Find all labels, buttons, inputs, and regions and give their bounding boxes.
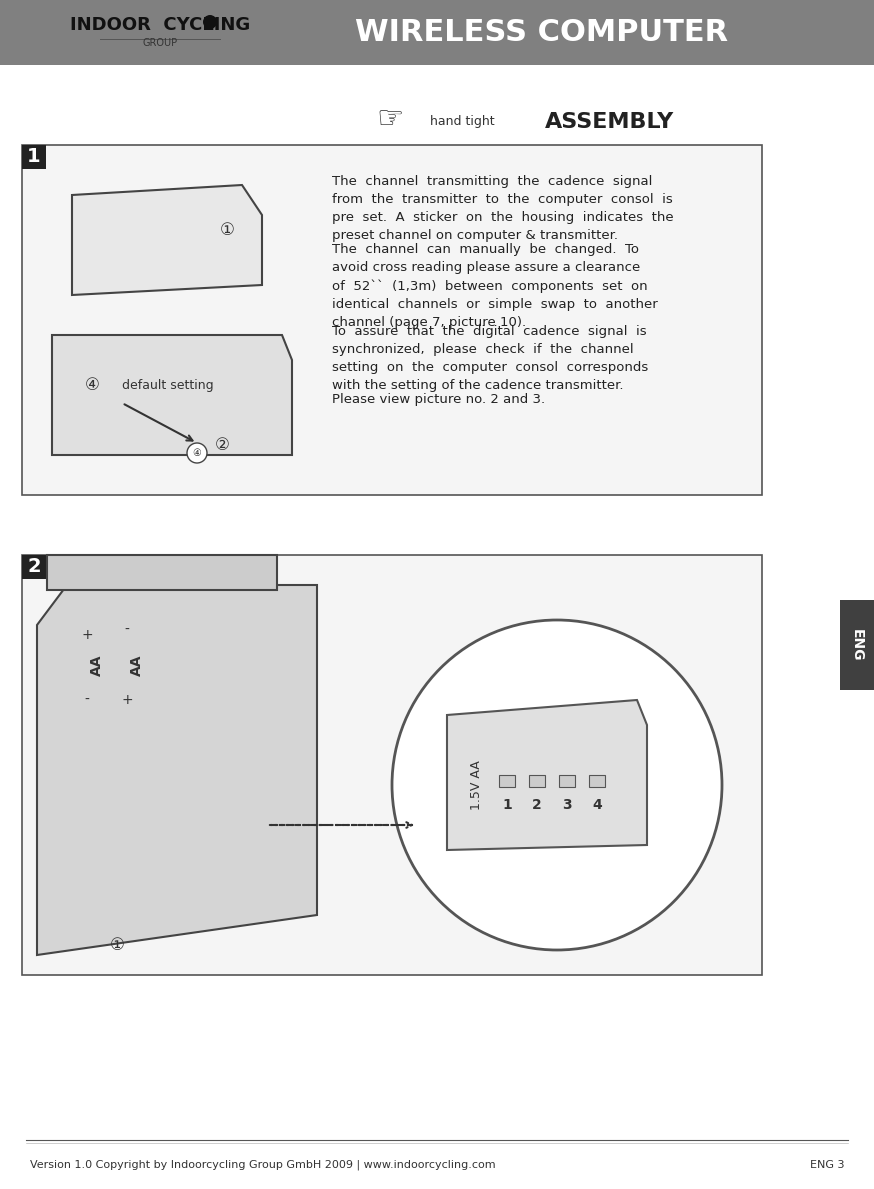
Text: WIRELESS COMPUTER: WIRELESS COMPUTER bbox=[356, 18, 728, 48]
Bar bbox=[0, 0, 874, 65]
Text: ④: ④ bbox=[192, 448, 201, 458]
Text: ASSEMBLY: ASSEMBLY bbox=[545, 112, 674, 132]
Text: 2: 2 bbox=[27, 558, 41, 577]
Text: ENG 3: ENG 3 bbox=[809, 1160, 844, 1170]
Text: The  channel  can  manually  be  changed.  To
avoid cross reading please assure : The channel can manually be changed. To … bbox=[332, 243, 658, 328]
Circle shape bbox=[187, 443, 207, 463]
Text: ☞: ☞ bbox=[377, 105, 404, 134]
Polygon shape bbox=[37, 585, 317, 955]
FancyBboxPatch shape bbox=[22, 145, 46, 169]
Text: default setting: default setting bbox=[122, 378, 213, 391]
Text: 4: 4 bbox=[592, 798, 602, 812]
Text: -: - bbox=[85, 693, 89, 707]
Circle shape bbox=[392, 619, 722, 950]
Text: -: - bbox=[125, 623, 129, 637]
Text: ②: ② bbox=[214, 436, 230, 454]
Text: 1.5V AA: 1.5V AA bbox=[470, 760, 483, 810]
Text: ①: ① bbox=[219, 221, 234, 239]
Text: 1: 1 bbox=[27, 147, 41, 166]
FancyBboxPatch shape bbox=[22, 145, 762, 495]
Bar bbox=[840, 600, 874, 690]
Text: 2: 2 bbox=[532, 798, 542, 812]
FancyBboxPatch shape bbox=[22, 555, 46, 579]
Text: 3: 3 bbox=[562, 798, 572, 812]
Polygon shape bbox=[447, 700, 647, 850]
Text: The  channel  transmitting  the  cadence  signal
from  the  transmitter  to  the: The channel transmitting the cadence sig… bbox=[332, 175, 674, 243]
Text: Version 1.0 Copyright by Indoorcycling Group GmbH 2009 | www.indoorcycling.com: Version 1.0 Copyright by Indoorcycling G… bbox=[30, 1159, 496, 1170]
Text: INDOOR  CYCLING: INDOOR CYCLING bbox=[70, 15, 250, 33]
Bar bbox=[499, 775, 515, 787]
Text: +: + bbox=[81, 628, 93, 642]
Bar bbox=[589, 775, 605, 787]
Polygon shape bbox=[52, 335, 292, 455]
FancyBboxPatch shape bbox=[22, 555, 762, 975]
Text: ①: ① bbox=[109, 936, 124, 954]
Text: +: + bbox=[121, 693, 133, 707]
Polygon shape bbox=[47, 555, 277, 590]
Text: Please view picture no. 2 and 3.: Please view picture no. 2 and 3. bbox=[332, 394, 545, 405]
Text: ④: ④ bbox=[85, 376, 100, 394]
Text: AA: AA bbox=[90, 654, 104, 675]
Text: hand tight: hand tight bbox=[430, 115, 495, 128]
Bar bbox=[529, 775, 545, 787]
Text: To  assure  that  the  digital  cadence  signal  is
synchronized,  please  check: To assure that the digital cadence signa… bbox=[332, 325, 649, 392]
Polygon shape bbox=[72, 185, 262, 295]
Text: 1: 1 bbox=[503, 798, 512, 812]
Text: ENG: ENG bbox=[850, 629, 864, 661]
Text: AA: AA bbox=[130, 654, 144, 675]
Text: GROUP: GROUP bbox=[142, 38, 177, 48]
Circle shape bbox=[203, 15, 217, 29]
Bar bbox=[559, 775, 575, 787]
